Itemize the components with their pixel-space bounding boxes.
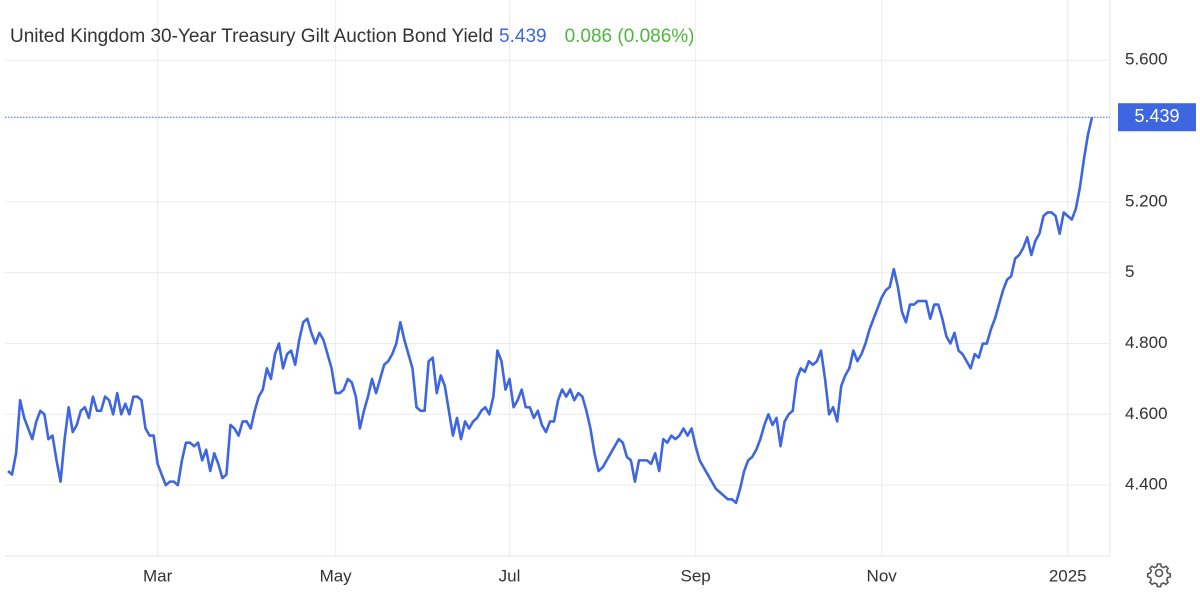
x-tick-label: Nov [867,566,898,585]
chart-header: United Kingdom 30-Year Treasury Gilt Auc… [10,26,695,47]
settings-icon-gear [1146,563,1172,588]
x-tick-label: Mar [143,566,173,585]
change: 0.086 (0.086%) [565,26,695,47]
x-tick-label: 2025 [1049,566,1087,585]
y-tick-label: 4.800 [1125,333,1168,352]
settings-icon-hub [1154,568,1164,578]
x-tick-label: May [320,566,353,585]
y-tick-label: 4.600 [1125,404,1168,423]
last-value-tag [1118,103,1196,132]
settings-icon[interactable] [1146,563,1172,588]
line [7,116,1094,505]
last-value: 5.439 [499,26,547,47]
x-tick-label: Sep [680,566,710,585]
chart-title: United Kingdom 30-Year Treasury Gilt Auc… [10,26,493,47]
y-tick-label: 4.400 [1125,475,1168,494]
y-tick-label: 5 [1125,262,1134,281]
y-tick-label: 5.600 [1125,50,1168,69]
last-value-label: 5.439 [1134,106,1179,126]
x-tick-label: Jul [499,566,521,585]
grid [5,0,1110,556]
y-tick-label: 5.200 [1125,191,1168,210]
